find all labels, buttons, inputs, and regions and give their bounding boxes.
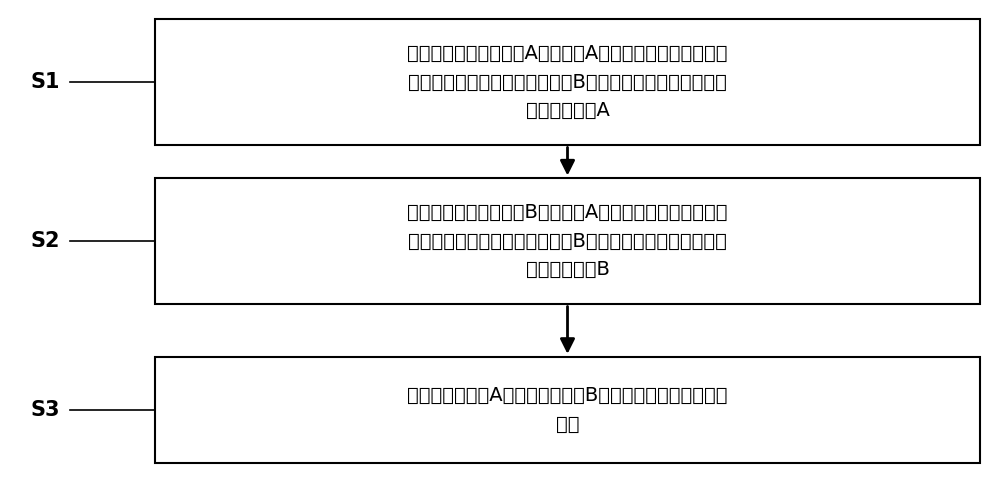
Text: S1: S1 xyxy=(30,72,60,92)
Bar xyxy=(155,19,980,145)
Text: 将高镍三元复合前驱体A和添加剂A、较低配比的锂盐混合均
匀后进行过烧，随后加入添加剂B混合均匀后进行烧结，得到
高镍正极材料A: 将高镍三元复合前驱体A和添加剂A、较低配比的锂盐混合均 匀后进行过烧，随后加入添… xyxy=(407,44,728,120)
Bar xyxy=(155,178,980,304)
Bar xyxy=(155,357,980,463)
Text: 将高镍三元复合前驱体B和添加剂A、较低配比的锂盐混合均
匀后进行过烧，随后加入添加剂B混合均匀后进行烧结，得到
高镍正极材料B: 将高镍三元复合前驱体B和添加剂A、较低配比的锂盐混合均 匀后进行过烧，随后加入添… xyxy=(407,203,728,279)
Text: 将高镍正极材料A和高镍正极材料B混合均匀，得到高镍正极
材料: 将高镍正极材料A和高镍正极材料B混合均匀，得到高镍正极 材料 xyxy=(407,386,728,434)
Text: S3: S3 xyxy=(30,400,60,420)
Text: S2: S2 xyxy=(30,231,60,251)
